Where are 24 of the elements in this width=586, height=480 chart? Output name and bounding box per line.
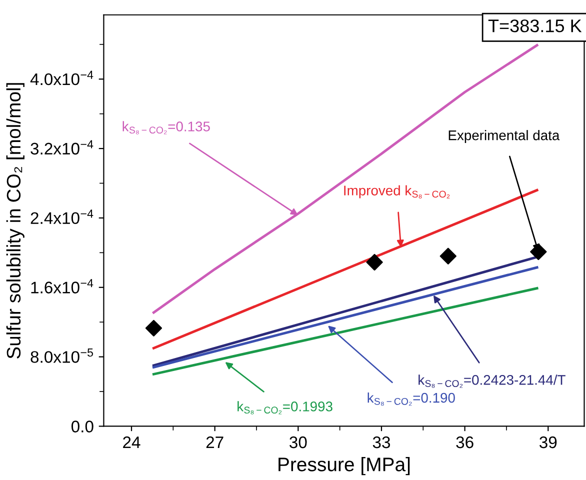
- y-tick-label: 0.0: [71, 420, 94, 432]
- point: [145, 320, 162, 336]
- x-tick-label: 30: [290, 436, 307, 448]
- annotation: T=383.15 K: [488, 19, 582, 32]
- annotation: Improved k$_{S₈−CO₂}$: [344, 185, 450, 198]
- x-axis-title: Pressure [MPa]: [278, 457, 410, 476]
- point: [440, 248, 456, 264]
- y-tick-label: 2.4x10$^{−4}$: [30, 210, 94, 224]
- x-tick-label: 36: [456, 436, 474, 448]
- annotation: k$_{S₈−CO₂}$=0.1993: [238, 401, 332, 414]
- annotation: k$_{S₈−CO₂}$=0.190: [368, 392, 455, 406]
- annotation: k$_{S₈−CO₂}$=0.135: [122, 121, 210, 134]
- annotation: k$_{S₈−CO₂}$=0.2423-21.44/T: [418, 374, 566, 388]
- x-tick-label: 33: [372, 436, 390, 448]
- point: [366, 254, 383, 271]
- x-tick-label: 27: [206, 436, 224, 448]
- y-tick-label: 8.0x10$^{−5}$: [30, 348, 94, 363]
- y-tick-label: 3.2x10$^{−4}$: [30, 140, 94, 155]
- y-tick-label: 1.6x10$^{−4}$: [31, 279, 94, 294]
- y-axis-title: Sulfur solubility in CO₂ [mol/mol]: [6, 83, 24, 359]
- x-tick-label: 24: [123, 436, 140, 448]
- annotation: Experimental data: [448, 130, 560, 143]
- x-tick-label: 39: [540, 436, 557, 448]
- y-tick-label: 4.0x10$^{−4}$: [30, 70, 94, 86]
